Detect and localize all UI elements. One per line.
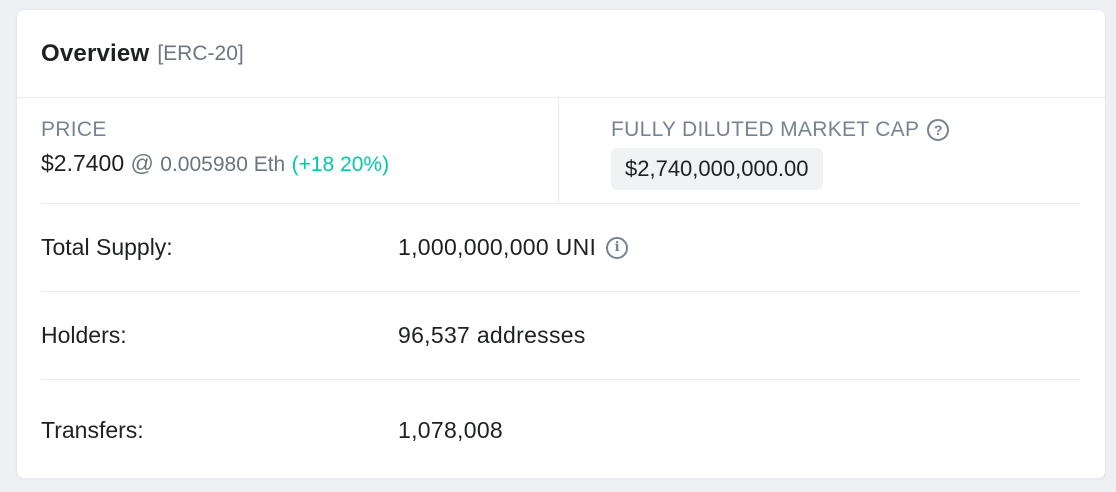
price-row: PRICE $2.7400 @ 0.005980 Eth (+18 20%) F… xyxy=(41,98,1081,204)
market-cap-value: $2,740,000,000.00 xyxy=(611,148,823,190)
transfers-value: 1,078,008 xyxy=(398,416,504,443)
holders-value: 96,537 addresses xyxy=(398,322,586,348)
total-supply-value: 1,000,000,000 UNI xyxy=(398,234,597,260)
info-circle-icon[interactable]: i xyxy=(606,236,629,259)
question-circle-icon[interactable]: ? xyxy=(927,119,950,141)
token-standard-label: [ERC-20] xyxy=(157,41,244,65)
holders-row: Holders: 96,537 addresses xyxy=(41,292,1081,380)
market-cap-section: FULLY DILUTED MARKET CAP ? $2,740,000,00… xyxy=(559,98,1081,203)
holders-label: Holders: xyxy=(41,322,127,348)
price-usd: $2.7400 xyxy=(41,150,125,176)
price-label: PRICE xyxy=(41,118,107,141)
price-change: (+18 20%) xyxy=(291,153,390,176)
price-value: $2.7400 @ 0.005980 Eth (+18 20%) xyxy=(41,150,558,177)
market-cap-label-wrap: FULLY DILUTED MARKET CAP ? xyxy=(611,118,1081,142)
total-supply-label: Total Supply: xyxy=(41,234,173,260)
card-header: Overview [ERC-20] xyxy=(17,10,1105,98)
price-eth: 0.005980 Eth xyxy=(160,153,286,176)
overview-card: Overview [ERC-20] PRICE $2.7400 @ 0.0059… xyxy=(16,9,1106,479)
transfers-label: Transfers: xyxy=(41,416,144,443)
total-supply-row: Total Supply: 1,000,000,000 UNI i xyxy=(41,204,1081,292)
price-at-symbol: @ xyxy=(130,150,154,176)
price-section: PRICE $2.7400 @ 0.005980 Eth (+18 20%) xyxy=(41,98,559,203)
total-supply-value-wrap: 1,000,000,000 UNI i xyxy=(398,234,629,261)
card-title: Overview xyxy=(41,39,150,67)
market-cap-label: FULLY DILUTED MARKET CAP xyxy=(611,118,920,141)
transfers-row: Transfers: 1,078,008 xyxy=(41,380,1081,480)
